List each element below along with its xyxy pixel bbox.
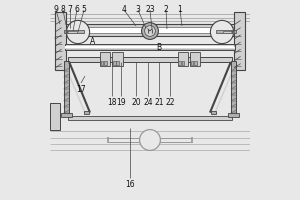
Text: 8: 8: [61, 5, 65, 14]
Bar: [178, 61, 181, 65]
Text: 3: 3: [136, 5, 140, 14]
Bar: [182, 61, 184, 65]
Text: 9: 9: [54, 5, 58, 14]
Text: 21: 21: [154, 98, 164, 107]
Text: 16: 16: [125, 180, 135, 189]
Bar: [84, 111, 89, 114]
Text: 18: 18: [107, 98, 117, 107]
Bar: [223, 31, 234, 33]
Text: 5: 5: [82, 5, 86, 14]
Circle shape: [140, 130, 160, 150]
Bar: [63, 27, 237, 33]
Bar: [113, 61, 116, 65]
Bar: [55, 12, 66, 70]
Bar: [64, 61, 69, 114]
Text: 23: 23: [145, 5, 155, 14]
Text: 4: 4: [122, 5, 126, 14]
Text: 2: 2: [164, 5, 168, 14]
Text: 6: 6: [75, 5, 80, 14]
Circle shape: [210, 20, 234, 44]
Text: 7: 7: [68, 5, 72, 14]
Text: 20: 20: [131, 98, 141, 107]
Bar: [112, 52, 123, 66]
Bar: [104, 61, 106, 65]
Bar: [68, 57, 232, 62]
Text: 22: 22: [165, 98, 175, 107]
Bar: [234, 12, 245, 70]
Circle shape: [145, 26, 155, 36]
Bar: [50, 103, 60, 130]
Bar: [63, 24, 237, 36]
Bar: [231, 61, 236, 114]
Bar: [228, 113, 239, 117]
Bar: [216, 30, 236, 33]
Text: B: B: [156, 44, 162, 52]
Bar: [211, 111, 216, 114]
Bar: [100, 52, 110, 66]
Bar: [194, 61, 196, 65]
Circle shape: [142, 23, 158, 39]
Text: 24: 24: [143, 98, 153, 107]
Text: 19: 19: [116, 98, 126, 107]
Bar: [68, 116, 232, 120]
Bar: [66, 31, 77, 33]
Polygon shape: [232, 31, 234, 33]
Bar: [65, 46, 235, 49]
Polygon shape: [66, 31, 68, 33]
Circle shape: [66, 20, 90, 44]
Bar: [178, 52, 188, 66]
Bar: [190, 52, 200, 66]
Text: A: A: [90, 38, 96, 46]
Bar: [190, 61, 193, 65]
Bar: [61, 113, 72, 117]
Bar: [65, 44, 235, 50]
Bar: [64, 30, 84, 33]
Bar: [116, 61, 119, 65]
Text: 17: 17: [76, 85, 86, 94]
Bar: [100, 61, 103, 65]
Text: 1: 1: [178, 5, 182, 14]
